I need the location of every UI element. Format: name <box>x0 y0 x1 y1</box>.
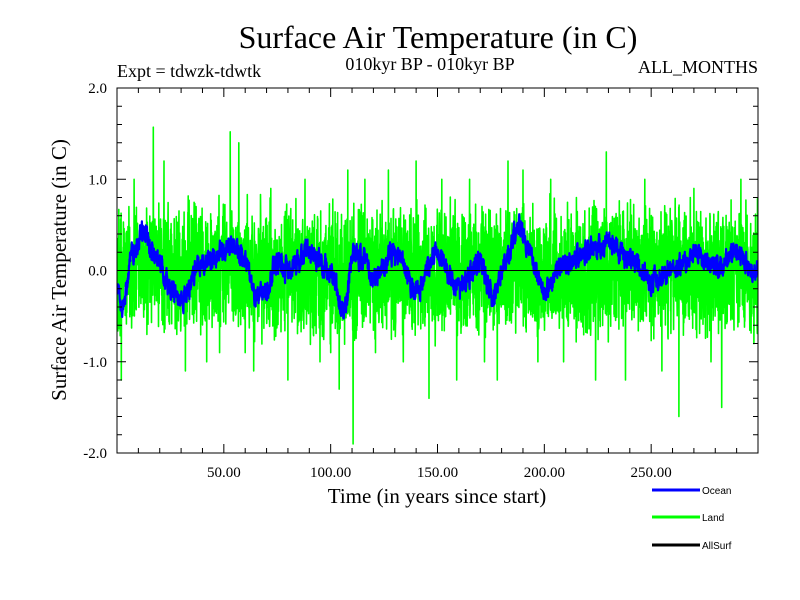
chart-subtitle-right: ALL_MONTHS <box>638 57 758 77</box>
y-tick-label: 0.0 <box>88 264 107 280</box>
series-line-ocean <box>117 213 758 320</box>
plot-area: 50.00 100.00 150.00 200.00 250.00 -2.0 -1.0 0.0… <box>83 81 759 481</box>
legend: Ocean Land AllSurf <box>652 486 732 552</box>
x-axis-label: Time (in years since start) <box>328 484 547 508</box>
y-tick-label: -2.0 <box>83 446 107 462</box>
x-tick-label: 200.00 <box>524 465 565 481</box>
chart-subtitle-center: 010kyr BP - 010kyr BP <box>345 54 514 74</box>
y-tick-label: 2.0 <box>88 81 107 97</box>
x-tick-label: 150.00 <box>417 465 458 481</box>
legend-label-ocean: Ocean <box>702 486 731 497</box>
legend-label-allsurf: AllSurf <box>702 541 732 552</box>
y-tick-label: 1.0 <box>88 172 107 188</box>
chart-title: Surface Air Temperature (in C) <box>239 19 638 55</box>
x-tick-label: 250.00 <box>631 465 672 481</box>
series-layer <box>117 126 758 445</box>
y-tick-label: -1.0 <box>83 355 107 371</box>
chart-subtitle-left: Expt = tdwzk-tdwtk <box>117 61 261 81</box>
legend-label-land: Land <box>702 513 724 524</box>
y-axis-label: Surface Air Temperature (in C) <box>47 139 71 401</box>
ticks-layer: 50.00 100.00 150.00 200.00 250.00 -2.0 -1.0 0.0… <box>83 81 758 481</box>
x-tick-label: 100.00 <box>310 465 351 481</box>
x-tick-label: 50.00 <box>207 465 241 481</box>
